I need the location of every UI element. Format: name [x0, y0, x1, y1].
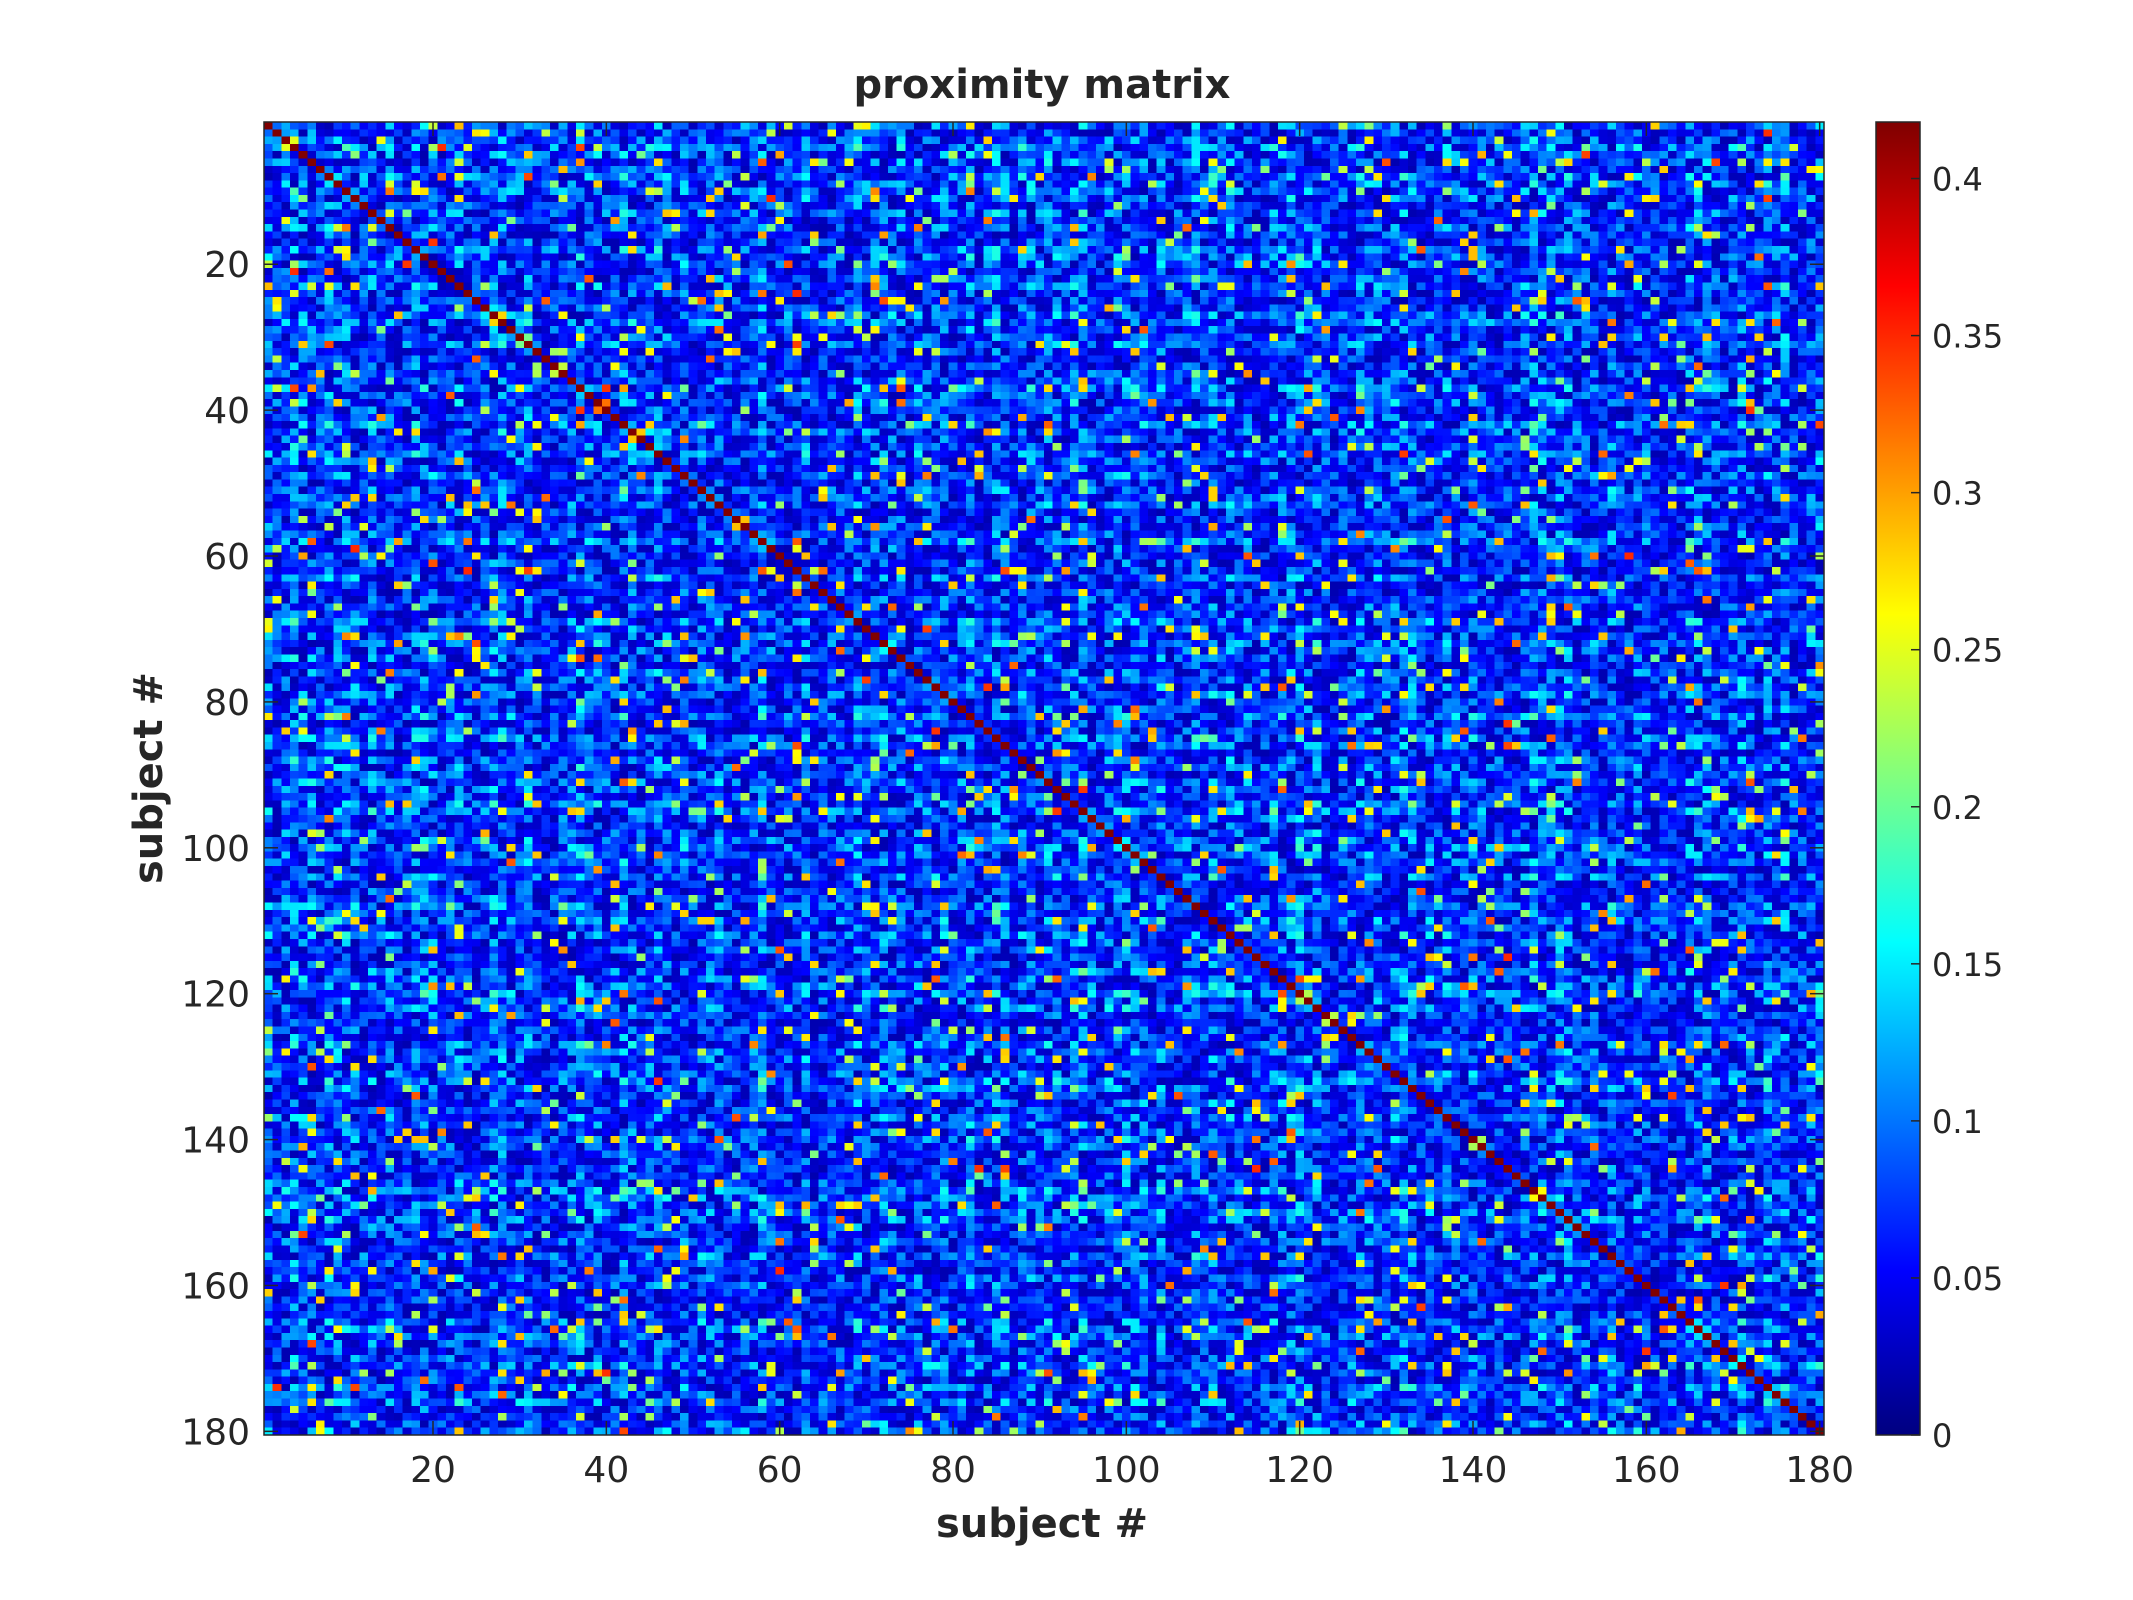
y-tick-label: 60 [204, 537, 250, 578]
colorbar-gradient [1875, 121, 1921, 1436]
y-tick-label: 120 [181, 975, 250, 1016]
x-axis-label: subject # [936, 1501, 1148, 1547]
x-tick-label: 140 [1439, 1450, 1508, 1491]
y-axis-label: subject # [126, 672, 172, 884]
colorbar-tick-label: 0.05 [1932, 1260, 2003, 1298]
colorbar-tick-label: 0.1 [1932, 1103, 1983, 1141]
colorbar-tick-label: 0.4 [1932, 161, 1983, 199]
colorbar-ticks: 0 0.05 0.1 0.15 0.2 0.25 0.3 0.35 0.4 [1911, 161, 2003, 1455]
colorbar-tick-label: 0.2 [1932, 789, 1983, 827]
x-tick-label: 40 [583, 1450, 629, 1491]
colorbar-tick-label: 0.25 [1932, 632, 2003, 670]
x-tick-label: 80 [930, 1450, 976, 1491]
y-tick-label: 140 [181, 1121, 250, 1162]
x-tick-label: 60 [757, 1450, 803, 1491]
y-tick-label: 20 [204, 245, 250, 286]
x-tick-label: 100 [1092, 1450, 1161, 1491]
x-tick-label: 160 [1612, 1450, 1681, 1491]
chart-title: proximity matrix [854, 62, 1231, 108]
x-tick-label: 180 [1785, 1450, 1854, 1491]
heatmap-cells [264, 122, 1824, 1435]
x-tick-label: 20 [410, 1450, 456, 1491]
colorbar-tick-label: 0 [1932, 1417, 1952, 1455]
colorbar-tick-label: 0.3 [1932, 475, 1983, 513]
y-tick-label: 160 [181, 1266, 250, 1307]
y-tick-label: 100 [181, 829, 250, 870]
y-tick-label: 40 [204, 391, 250, 432]
colorbar: 0 0.05 0.1 0.15 0.2 0.25 0.3 0.35 0.4 [1875, 121, 2003, 1455]
x-axis-ticks: 20 40 60 80 100 120 140 160 180 [410, 122, 1854, 1491]
colorbar-tick-label: 0.15 [1932, 946, 2003, 984]
y-axis-ticks: 20 40 60 80 100 120 140 160 180 [181, 245, 1824, 1453]
colorbar-tick-label: 0.35 [1932, 318, 2003, 356]
x-tick-label: 120 [1265, 1450, 1334, 1491]
y-tick-label: 180 [181, 1412, 250, 1453]
y-tick-label: 80 [204, 683, 250, 724]
heatmap-plot [263, 121, 1825, 1436]
